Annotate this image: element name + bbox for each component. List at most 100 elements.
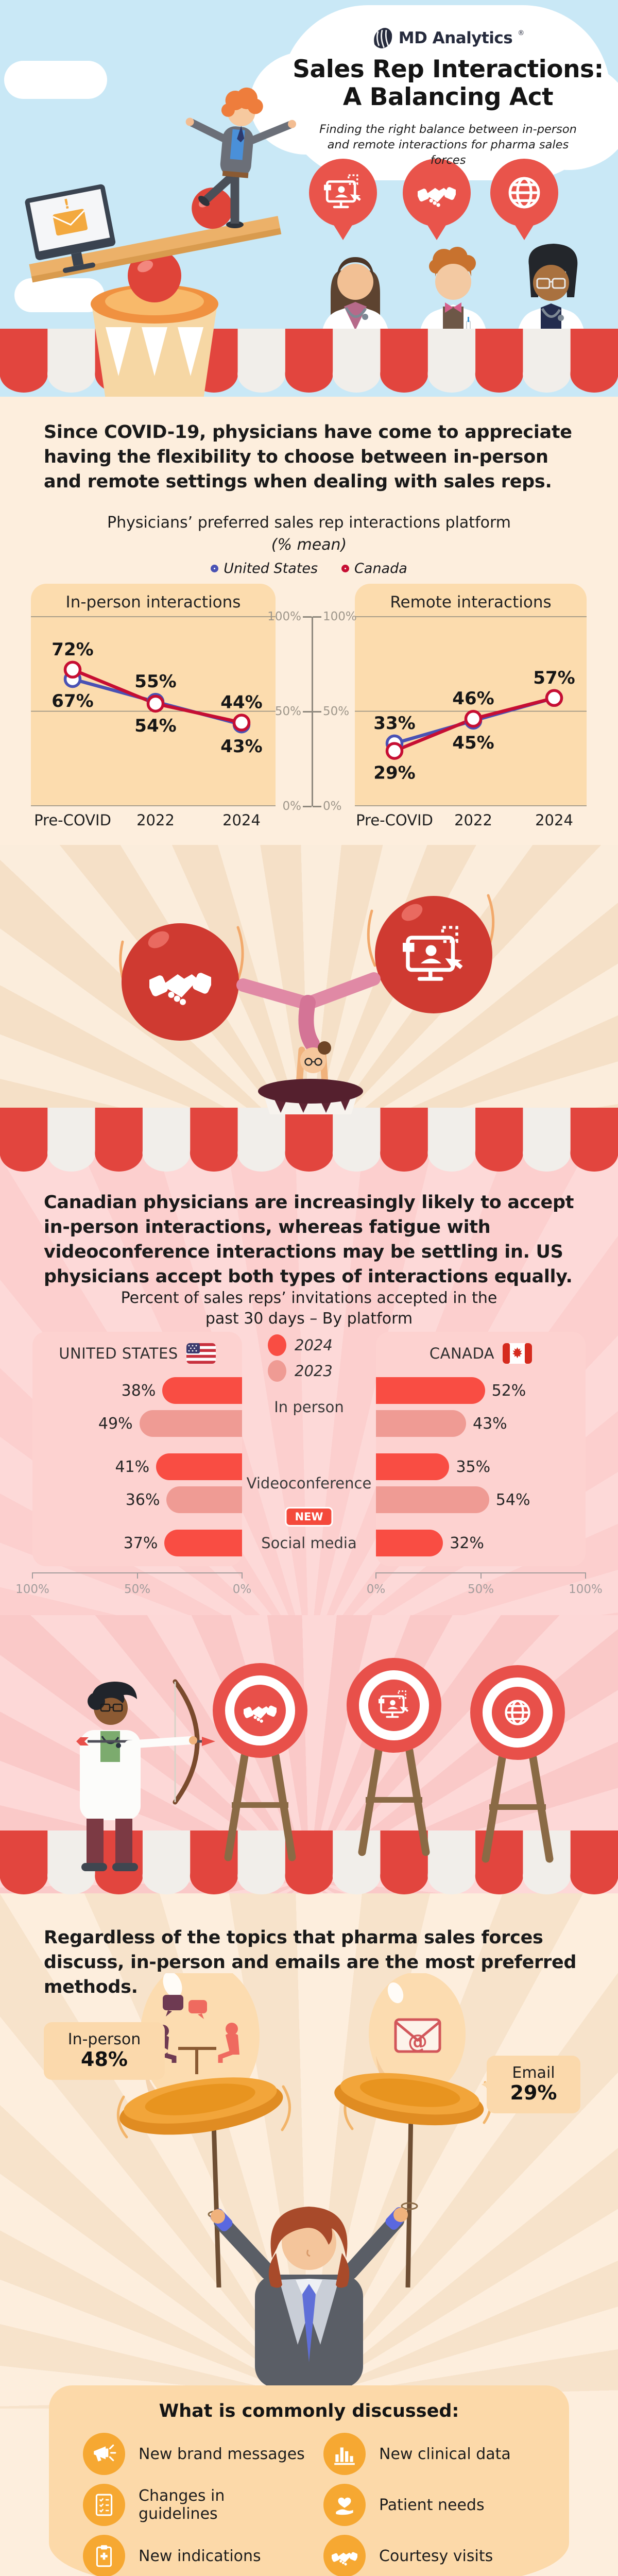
x-axis-label: 50% [467, 1583, 494, 1596]
bar-2024 [164, 1530, 242, 1556]
chart1-subtitle: (% mean) [271, 536, 347, 554]
email-ball: @ [369, 1973, 466, 2100]
bar-group-social-media: 32% [376, 1530, 586, 1556]
chart2-legend: 2024 2023 [268, 1334, 355, 1382]
section-invitations-accepted: Canadian physicians are increasingly lik… [0, 1153, 618, 1615]
y-tick [313, 616, 321, 618]
handshake-icon [323, 2535, 366, 2576]
bar-row: 38% [32, 1377, 242, 1404]
chart2-panel-us: UNITED STATES 38% 49% 41% 36% 37% [32, 1332, 242, 1566]
category-label: In person [274, 1398, 344, 1416]
balloon-circle [490, 159, 558, 227]
clipboard-icon [83, 2535, 125, 2576]
bar-2024 [376, 1530, 443, 1556]
bar-value-label: 37% [123, 1534, 158, 1552]
bar-value-label: 52% [491, 1381, 526, 1400]
x-axis-label: 50% [124, 1583, 151, 1596]
page-title-line1: Sales Rep Interactions: [293, 55, 604, 83]
acrobat-figure [236, 972, 381, 1094]
x-axis-label: 100% [15, 1583, 49, 1596]
bar-value-label: 36% [125, 1490, 160, 1509]
bar-value-label: 32% [450, 1534, 484, 1552]
data-label: 29% [373, 763, 415, 784]
bar-2024 [376, 1377, 485, 1404]
bar-row: 41% [32, 1453, 242, 1480]
chart1-panel-inperson: In-person interactions 72% 67% 55% 54% 44% 43… [31, 584, 276, 806]
chart2-axis-canada: 0% 50% 100% [367, 1572, 603, 1603]
email-icon: @ [394, 2018, 441, 2053]
acrobat-illustration [119, 894, 495, 1114]
bar-row: 49% [32, 1410, 242, 1437]
chart2-axis-us: 100% 50% 0% [15, 1572, 251, 1603]
data-label: 57% [533, 668, 575, 688]
svg-text:@: @ [408, 2030, 427, 2053]
seesaw-illustration: ! [25, 87, 297, 399]
brand-logo: MD Analytics ® [288, 27, 608, 49]
category-social-media: NEW Social media [242, 1507, 376, 1556]
legend-dot [268, 1360, 286, 1382]
bar-row: 36% [32, 1486, 242, 1513]
stat-label: Email [512, 2063, 555, 2082]
data-label: 72% [52, 639, 93, 660]
videocall-icon [324, 174, 362, 212]
patient-needs-icon [323, 2484, 366, 2526]
x-axis-tick [585, 1572, 586, 1579]
target-globe [470, 1665, 565, 1863]
plate [119, 2077, 283, 2135]
category-label: Videoconference [246, 1475, 372, 1492]
red-ball [128, 249, 181, 302]
bar-row: 35% [376, 1453, 586, 1480]
bar-2023 [376, 1410, 466, 1437]
x-axis-label: 0% [232, 1583, 252, 1596]
x-axis-tick [136, 1572, 138, 1579]
bar-value-label: 41% [115, 1458, 150, 1476]
bar-2024 [376, 1453, 450, 1480]
us-bars: 38% 49% 41% 36% 37% [32, 1377, 242, 1556]
awning [0, 1108, 618, 1172]
x-tick-label: Pre-COVID [356, 811, 433, 829]
category-label: Social media [261, 1534, 357, 1552]
bar-value-label: 49% [98, 1414, 133, 1433]
line-plot: 72% 67% 55% 54% 44% 43% [31, 616, 276, 806]
new-badge: NEW [285, 1507, 333, 1527]
chart1-y-axis: 100% 100% 50% 50% 0% 0% [267, 584, 357, 826]
y-tick-label: 0% [282, 800, 302, 813]
section1-intro: Since COVID-19, physicians have come to … [44, 422, 572, 492]
discussed-item: New brand messages [83, 2433, 308, 2475]
megaphone-icon [83, 2433, 125, 2475]
guidelines-icon [83, 2484, 125, 2526]
bar-row: 32% [376, 1530, 586, 1556]
chart1-legend: United States Canada [0, 561, 618, 577]
bar-value-label: 38% [121, 1381, 156, 1400]
x-axis-tick [375, 1572, 376, 1579]
data-point [146, 694, 165, 713]
legend-dot [268, 1334, 286, 1356]
legend-label: Canada [354, 561, 407, 577]
bar-group-in-person: 52% 43% [376, 1377, 586, 1437]
x-axis-label: 0% [366, 1583, 386, 1596]
chart2-title-line2: past 30 days – By platform [205, 1310, 413, 1328]
section3-intro: Regardless of the topics that pharma sal… [44, 1927, 577, 1997]
globe-icon [505, 174, 543, 212]
bar-value-label: 43% [473, 1414, 507, 1433]
chart2-panel-canada: CANADA 52% 43% 35% 54% 32% [376, 1332, 586, 1566]
plank: ! [25, 184, 282, 283]
page-title-line2: A Balancing Act [342, 83, 554, 111]
videocall-balloon [309, 159, 377, 249]
svg-text:!: ! [62, 196, 71, 213]
bar-chart-icon [323, 2433, 366, 2475]
data-label: 45% [452, 733, 494, 753]
cloud [250, 5, 618, 180]
data-point [63, 660, 82, 679]
discussed-item: Courtesy visits [323, 2535, 548, 2576]
x-axis-tick [242, 1572, 243, 1579]
balloon-circle [403, 159, 471, 227]
data-point [545, 689, 563, 707]
bar-group-social-media: 37% [32, 1530, 242, 1556]
bar-group-videoconference: 41% 36% [32, 1453, 242, 1513]
discussed-item: New indications [83, 2535, 308, 2576]
legend-label: United States [224, 561, 318, 577]
data-point [232, 714, 251, 732]
y-axis-spine [312, 617, 313, 806]
